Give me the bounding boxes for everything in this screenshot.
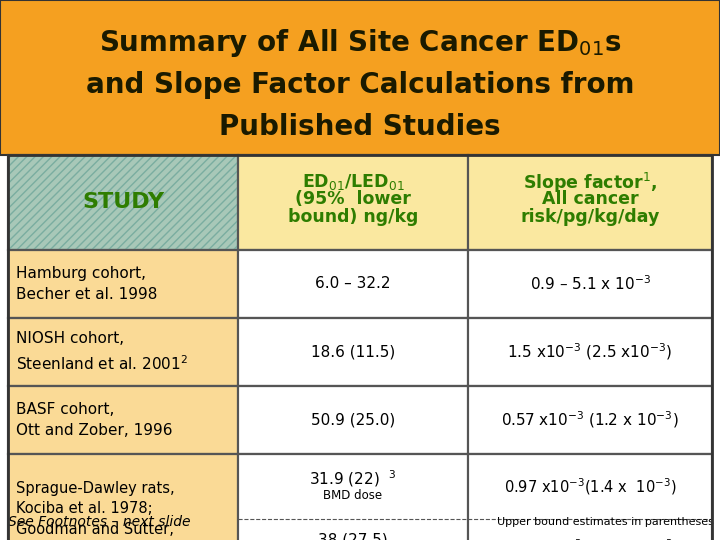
Text: Upper bound estimates in parentheses: Upper bound estimates in parentheses xyxy=(497,517,714,527)
Bar xyxy=(8,454,238,540)
Text: 50.9 (25.0): 50.9 (25.0) xyxy=(311,413,395,428)
Bar xyxy=(238,155,468,250)
Text: BMD dose: BMD dose xyxy=(323,489,382,502)
Text: 18.6 (11.5): 18.6 (11.5) xyxy=(311,345,395,360)
Text: 38 (27.5): 38 (27.5) xyxy=(318,532,388,540)
Text: Sprague-Dawley rats,
Kociba et al. 1978;
Goodman and Sutter,
1992 (pathology): Sprague-Dawley rats, Kociba et al. 1978;… xyxy=(16,481,175,540)
Bar xyxy=(238,250,468,318)
Bar xyxy=(238,454,468,540)
Text: NIOSH cohort,
Steenland et al. 2001$^{2}$: NIOSH cohort, Steenland et al. 2001$^{2}… xyxy=(16,331,188,373)
Bar xyxy=(8,386,238,454)
Bar xyxy=(468,318,712,386)
Text: and Slope Factor Calculations from: and Slope Factor Calculations from xyxy=(86,71,634,99)
Bar xyxy=(8,155,238,250)
Text: BASF cohort,
Ott and Zober, 1996: BASF cohort, Ott and Zober, 1996 xyxy=(16,402,173,438)
Text: Slope factor$^{1}$,: Slope factor$^{1}$, xyxy=(523,171,657,194)
Text: 31.9 (22)  $^3$: 31.9 (22) $^3$ xyxy=(309,468,397,489)
Bar xyxy=(8,250,712,318)
Bar xyxy=(8,318,238,386)
Bar xyxy=(238,318,468,386)
Text: 1.5 x10$^{-3}$ (2.5 x10$^{-3}$): 1.5 x10$^{-3}$ (2.5 x10$^{-3}$) xyxy=(508,342,672,362)
Bar xyxy=(8,318,712,386)
Text: 0.9 – 5.1 x 10$^{-3}$: 0.9 – 5.1 x 10$^{-3}$ xyxy=(529,275,650,293)
Text: 6.0 – 32.2: 6.0 – 32.2 xyxy=(315,276,391,292)
Bar xyxy=(8,155,712,250)
Text: STUDY: STUDY xyxy=(82,192,164,213)
Bar xyxy=(468,386,712,454)
Text: See Footnotes – next slide: See Footnotes – next slide xyxy=(8,515,191,529)
Text: risk/pg/kg/day: risk/pg/kg/day xyxy=(521,207,660,226)
Bar xyxy=(8,386,712,454)
Bar xyxy=(8,155,712,540)
Text: bound) ng/kg: bound) ng/kg xyxy=(288,207,418,226)
Text: (95%  lower: (95% lower xyxy=(295,191,411,208)
Text: 0.97 x10$^{-3}$(1.4 x  10$^{-3}$): 0.97 x10$^{-3}$(1.4 x 10$^{-3}$) xyxy=(504,476,676,497)
Text: ED$_{01}$/LED$_{01}$: ED$_{01}$/LED$_{01}$ xyxy=(302,172,405,192)
Text: All cancer: All cancer xyxy=(541,191,639,208)
Bar xyxy=(468,155,712,250)
Text: Hamburg cohort,
Becher et al. 1998: Hamburg cohort, Becher et al. 1998 xyxy=(16,266,158,302)
Bar xyxy=(468,250,712,318)
Bar xyxy=(238,386,468,454)
Bar xyxy=(8,155,238,250)
Bar xyxy=(0,0,720,155)
Text: 0.80 x10$^{-3}$(1.1  x  10$^{-3}$): 0.80 x10$^{-3}$(1.1 x 10$^{-3}$) xyxy=(502,537,678,540)
Bar xyxy=(8,250,238,318)
Bar xyxy=(468,454,712,540)
Text: Summary of All Site Cancer ED$_{01}$s: Summary of All Site Cancer ED$_{01}$s xyxy=(99,28,621,59)
Text: 0.57 x10$^{-3}$ (1.2 x 10$^{-3}$): 0.57 x10$^{-3}$ (1.2 x 10$^{-3}$) xyxy=(501,410,679,430)
Text: Published Studies: Published Studies xyxy=(219,113,501,141)
Bar xyxy=(8,454,712,540)
